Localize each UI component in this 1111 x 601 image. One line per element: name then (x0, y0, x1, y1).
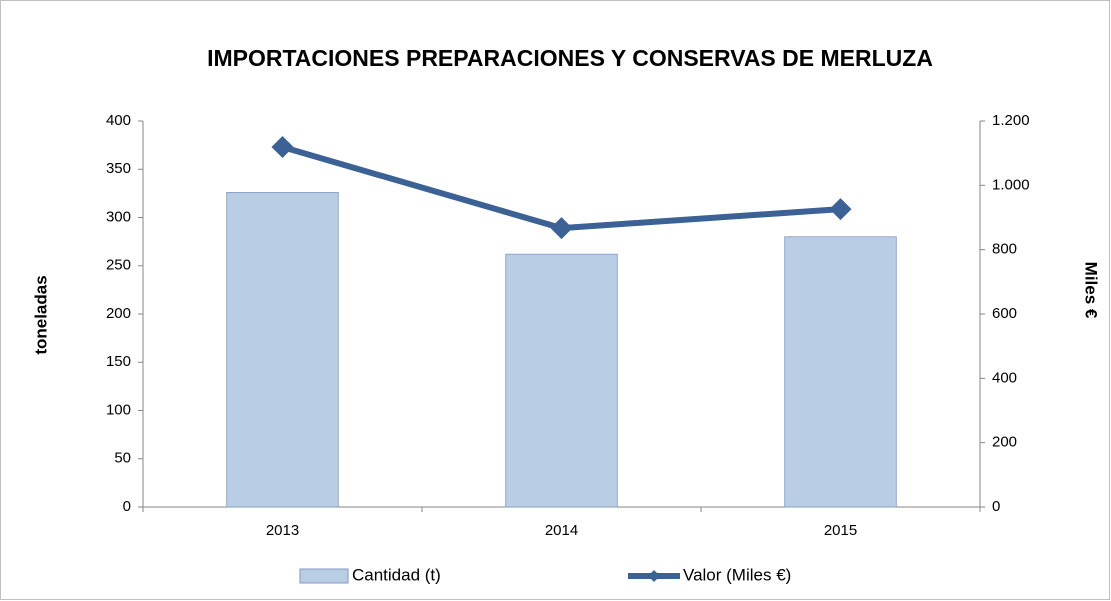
line-marker (550, 217, 573, 240)
y2-tick-label: 1.200 (992, 112, 1030, 129)
bar (505, 253, 618, 508)
y-tick-label: 0 (123, 498, 131, 515)
legend-label: Valor (Miles €) (683, 565, 791, 584)
bar (784, 236, 897, 508)
x-tick-label: 2014 (545, 522, 578, 539)
y-tick-label: 400 (106, 112, 131, 129)
y2-tick-label: 800 (992, 241, 1017, 258)
y-tick-label: 50 (114, 450, 131, 467)
legend-label: Cantidad (t) (352, 565, 441, 584)
y-axis-label: toneladas (31, 275, 50, 354)
bar (226, 192, 339, 508)
line-marker (829, 198, 852, 221)
y-tick-label: 150 (106, 353, 131, 370)
line-marker (271, 136, 294, 159)
y-tick-label: 350 (106, 160, 131, 177)
y2-tick-label: 600 (992, 305, 1017, 322)
y2-axis-label: Miles € (1082, 262, 1101, 319)
y-tick-label: 100 (106, 401, 131, 418)
y-tick-label: 200 (106, 305, 131, 322)
y2-tick-label: 1.000 (992, 176, 1030, 193)
legend-swatch (299, 568, 349, 584)
x-tick-label: 2013 (266, 522, 299, 539)
y-tick-label: 250 (106, 257, 131, 274)
chart-title: IMPORTACIONES PREPARACIONES Y CONSERVAS … (207, 45, 933, 71)
y-tick-label: 300 (106, 208, 131, 225)
x-tick-label: 2015 (824, 522, 857, 539)
legend-marker (648, 570, 660, 582)
y2-tick-label: 0 (992, 498, 1000, 515)
y2-tick-label: 400 (992, 369, 1017, 386)
y2-tick-label: 200 (992, 434, 1017, 451)
